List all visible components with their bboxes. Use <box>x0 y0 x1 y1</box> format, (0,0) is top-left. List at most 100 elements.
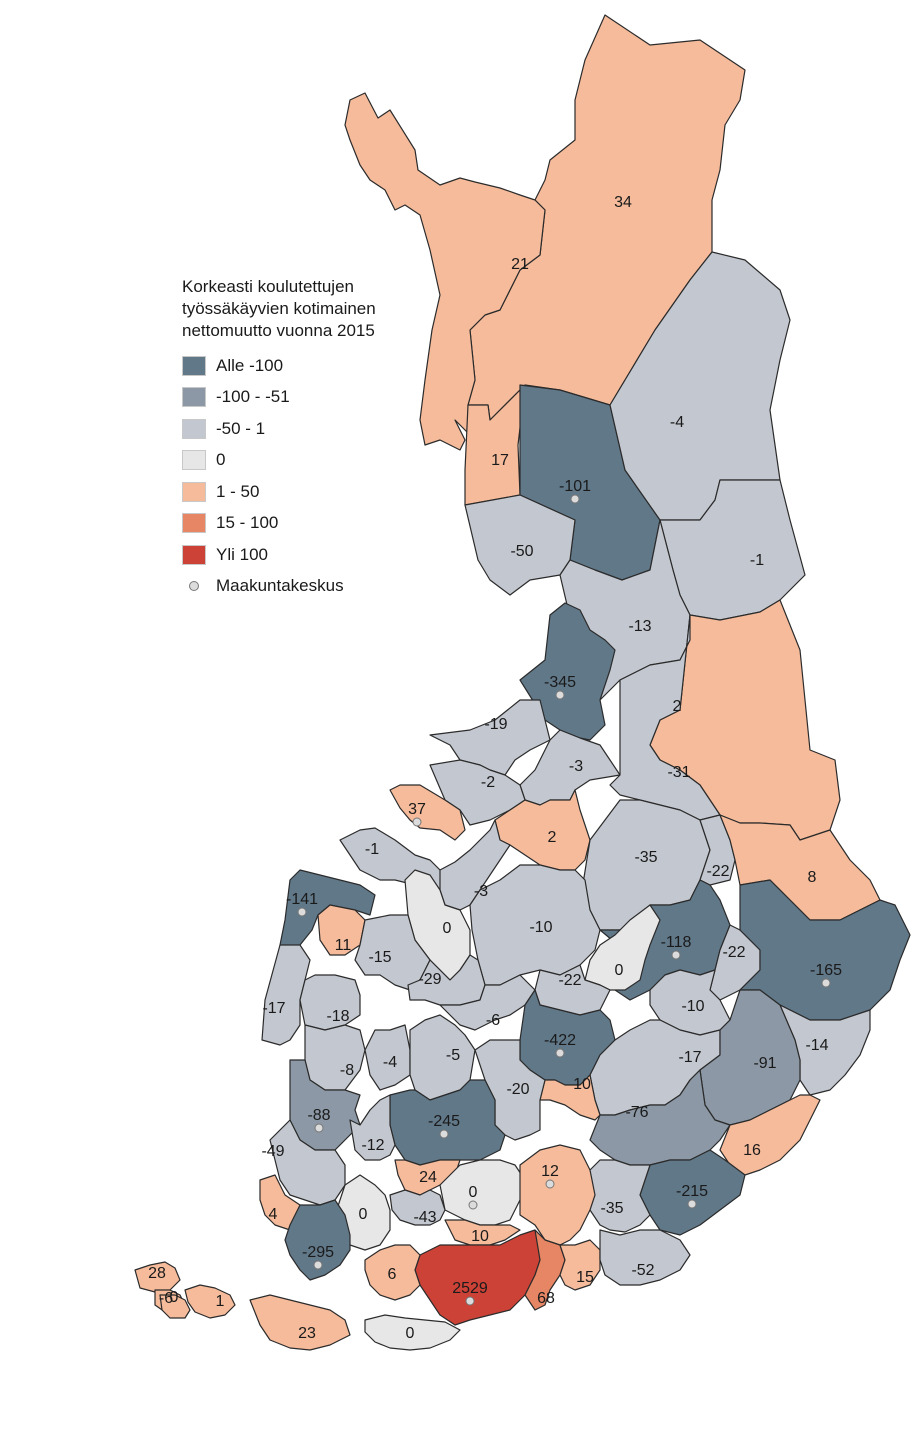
regional-center-marker <box>671 950 681 960</box>
region-value-label: -3 <box>569 758 583 775</box>
region-value-label: 24 <box>419 1169 437 1186</box>
region-area[interactable] <box>159 1294 191 1319</box>
legend-title-line: työssäkäyvien kotimainen <box>182 299 376 318</box>
region-value-label: -22 <box>558 972 581 989</box>
region-value-label: 17 <box>491 452 509 469</box>
region-area[interactable] <box>269 1119 346 1206</box>
region-value-label: 68 <box>537 1290 555 1307</box>
region-value-label: 6 <box>388 1266 397 1283</box>
region-value-label: -165 <box>810 962 842 979</box>
region-area[interactable] <box>439 1159 526 1226</box>
region-value-label: 2529 <box>452 1280 488 1297</box>
region-value-label: -6 <box>486 1012 500 1029</box>
region-value-label: -20 <box>506 1081 529 1098</box>
region-value-label: -88 <box>307 1107 330 1124</box>
region-value-label: 28 <box>148 1265 166 1282</box>
legend-title-line: nettomuutto vuonna 2015 <box>182 321 375 340</box>
regional-center-marker <box>545 1179 555 1189</box>
region-area[interactable] <box>599 1229 691 1286</box>
region-value-label: -10 <box>529 919 552 936</box>
region-area[interactable] <box>407 954 486 1006</box>
region-area[interactable] <box>184 1284 236 1319</box>
region-value-label: 10 <box>471 1228 489 1245</box>
region-area[interactable] <box>389 1189 446 1226</box>
region-value-label: -118 <box>661 934 692 951</box>
region-value-label: -91 <box>753 1055 776 1072</box>
region-area[interactable] <box>349 1094 396 1161</box>
region-value-label: 0 <box>170 1289 179 1306</box>
region-value-label: -19 <box>484 716 507 733</box>
legend-label: Yli 100 <box>216 544 268 564</box>
center-dot-icon <box>189 581 199 592</box>
legend-swatch <box>182 513 206 534</box>
region-area[interactable] <box>464 384 526 506</box>
region-value-label: -43 <box>413 1209 436 1226</box>
region-value-label: -18 <box>326 1008 349 1025</box>
region-area[interactable] <box>364 1244 421 1301</box>
region-value-label: 11 <box>335 937 352 954</box>
region-area[interactable] <box>134 1261 181 1293</box>
region-value-label: -3 <box>474 883 488 900</box>
region-value-label: -35 <box>600 1200 623 1217</box>
regional-center-marker <box>468 1200 478 1210</box>
region-value-label: 4 <box>269 1206 278 1223</box>
region-area[interactable] <box>304 1024 366 1091</box>
region-value-label: -8 <box>340 1062 354 1079</box>
region-value-label: -2 <box>481 774 495 791</box>
regional-center-marker <box>313 1260 323 1270</box>
region-value-label: 2 <box>548 829 557 846</box>
region-value-label: -31 <box>667 764 690 781</box>
region-value-label: 10 <box>573 1076 591 1093</box>
region-value-label: -1 <box>365 841 379 858</box>
regional-center-marker <box>465 1296 475 1306</box>
legend-swatch <box>182 355 206 376</box>
legend-swatch <box>182 544 206 565</box>
regional-center-marker <box>570 494 580 504</box>
region-area[interactable] <box>464 494 576 596</box>
legend-label: 15 - 100 <box>216 513 279 533</box>
legend-label: 1 - 50 <box>216 481 260 501</box>
region-value-label: 0 <box>469 1184 478 1201</box>
legend-label: -50 - 1 <box>216 418 266 438</box>
legend-swatch <box>182 481 206 502</box>
regional-center-marker <box>412 817 422 827</box>
region-value-label: 1 <box>216 1293 225 1310</box>
region-value-label: 0 <box>615 962 624 979</box>
region-value-label: -13 <box>628 618 651 635</box>
region-area[interactable] <box>589 1159 651 1233</box>
region-value-label: 0 <box>443 920 452 937</box>
region-area[interactable] <box>389 784 466 841</box>
region-area[interactable] <box>249 1294 351 1351</box>
legend-swatch <box>182 418 206 439</box>
regional-center-marker <box>555 1048 565 1058</box>
region-value-label: -17 <box>262 1000 285 1017</box>
legend-swatch <box>182 450 206 471</box>
region-area[interactable] <box>284 1199 351 1281</box>
legend-center-marker <box>182 581 206 592</box>
legend-item-50-1: -50 - 1 <box>182 413 422 445</box>
region-value-label: 15 <box>576 1269 594 1286</box>
region-value-label: -15 <box>368 949 391 966</box>
region-value-label: -1 <box>750 552 764 569</box>
regional-center-marker <box>297 907 307 917</box>
region-value-label: -10 <box>681 998 704 1015</box>
region-value-label: -12 <box>361 1137 384 1154</box>
region-value-label: 12 <box>541 1163 559 1180</box>
region-value-label: -101 <box>559 478 591 495</box>
region-value-label: 34 <box>614 194 632 211</box>
region-area[interactable] <box>364 1314 461 1351</box>
region-value-label: 21 <box>511 256 529 273</box>
region-area[interactable] <box>444 1219 521 1246</box>
region-value-label: -49 <box>261 1143 284 1160</box>
legend-item-0: 0 <box>182 445 422 477</box>
region-area[interactable] <box>739 879 911 1021</box>
region-value-label: -76 <box>625 1104 648 1121</box>
region-value-label: -50 <box>510 543 533 560</box>
legend-item-100-51: -100 - -51 <box>182 382 422 414</box>
region-area[interactable] <box>609 614 721 821</box>
region-area[interactable] <box>559 1239 601 1291</box>
legend-item-maakuntakeskus: Maakuntakeskus <box>182 571 422 603</box>
legend-label: Alle -100 <box>216 355 284 375</box>
region-area[interactable] <box>524 1229 566 1311</box>
